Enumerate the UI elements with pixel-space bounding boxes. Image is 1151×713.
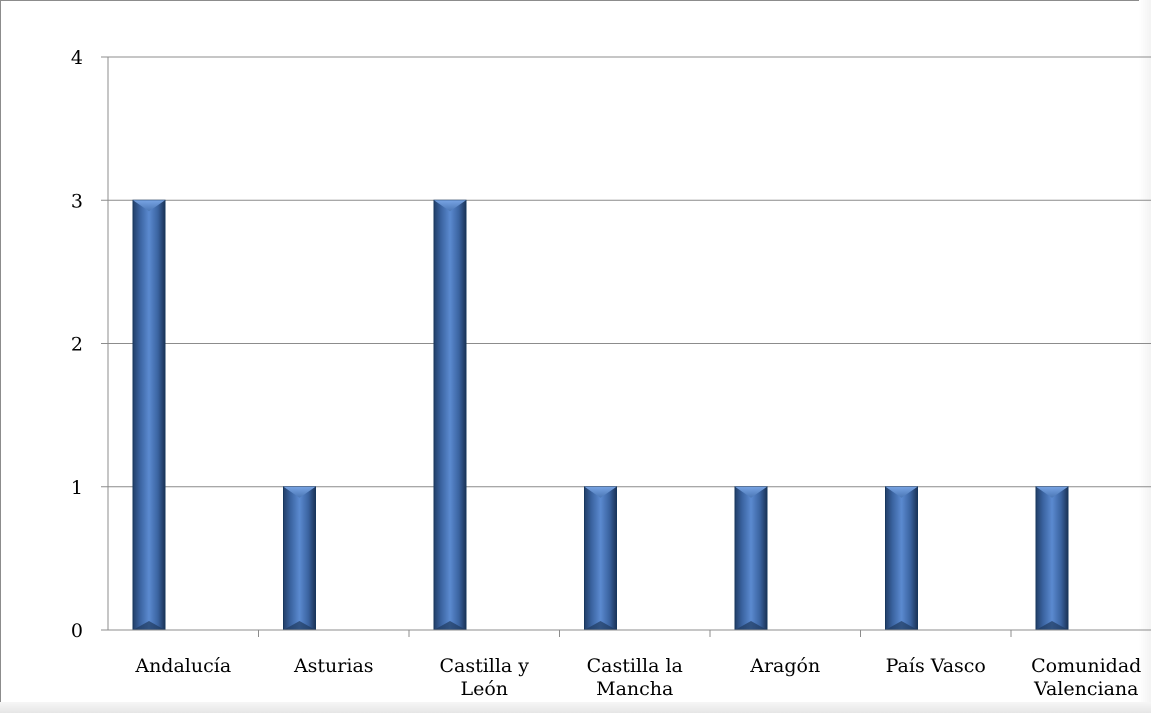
bar-body bbox=[132, 199, 166, 631]
x-category-label: Comunidad bbox=[1031, 655, 1141, 677]
x-category-label: País Vasco bbox=[886, 655, 986, 677]
bar-top-bevel bbox=[885, 486, 918, 498]
bar-body bbox=[584, 486, 617, 631]
bar-body bbox=[1035, 486, 1069, 631]
bar-bottom-bevel bbox=[434, 621, 466, 630]
bar-bottom-bevel bbox=[885, 621, 918, 630]
bar-bottom-bevel bbox=[1036, 621, 1068, 630]
y-tick-label: 3 bbox=[71, 190, 83, 212]
bar bbox=[885, 486, 918, 631]
y-tick-label: 2 bbox=[71, 334, 83, 356]
bar bbox=[584, 486, 617, 631]
x-category-label: Aragón bbox=[749, 655, 820, 677]
bar bbox=[132, 199, 166, 631]
bar-bottom-bevel bbox=[133, 621, 165, 630]
x-category-label: Castilla la bbox=[587, 655, 683, 677]
bar bbox=[283, 486, 316, 631]
x-category-label: Asturias bbox=[293, 655, 374, 677]
bar-bottom-bevel bbox=[283, 621, 316, 630]
y-tick-label: 0 bbox=[71, 620, 83, 642]
bar-body bbox=[734, 486, 768, 631]
bar-top-bevel bbox=[283, 486, 316, 498]
frame-shadow-right bbox=[1139, 0, 1151, 713]
bar-body bbox=[885, 486, 918, 631]
bar-bottom-bevel bbox=[735, 621, 767, 630]
bar-body bbox=[433, 199, 467, 631]
x-category-label: Andalucía bbox=[134, 655, 231, 677]
bar-bottom-bevel bbox=[584, 621, 617, 630]
bar-body bbox=[283, 486, 316, 631]
bar bbox=[1035, 486, 1069, 631]
x-category-label: Castilla y bbox=[439, 655, 529, 677]
gridlines bbox=[108, 56, 1151, 488]
bar-top-bevel bbox=[584, 486, 617, 498]
bar-top-bevel bbox=[1036, 486, 1068, 498]
bar-top-bevel bbox=[735, 486, 767, 498]
bar bbox=[734, 486, 768, 631]
bars bbox=[132, 199, 1069, 631]
y-tick-label: 1 bbox=[71, 477, 83, 499]
x-category-label: Valenciana bbox=[1033, 678, 1138, 700]
axes bbox=[101, 56, 1151, 637]
bar-top-bevel bbox=[434, 200, 466, 212]
x-category-label: Mancha bbox=[596, 678, 673, 700]
x-category-label: León bbox=[460, 678, 508, 700]
bar-top-bevel bbox=[133, 200, 165, 212]
frame-shadow-bottom bbox=[0, 702, 1151, 713]
y-tick-label: 4 bbox=[71, 47, 83, 69]
bar bbox=[433, 199, 467, 631]
